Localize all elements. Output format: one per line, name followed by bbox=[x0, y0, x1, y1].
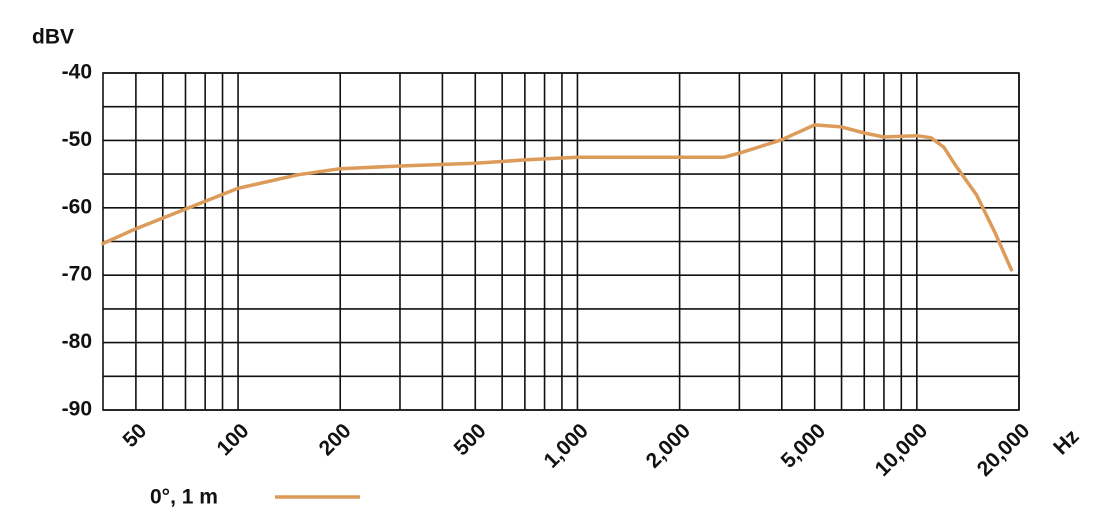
plot-frame bbox=[102, 72, 1020, 411]
y-tick-label: -50 bbox=[62, 128, 92, 151]
y-axis-label: dBV bbox=[32, 26, 74, 49]
x-tick-label: 50 bbox=[119, 419, 152, 452]
x-tick-label: 20,000 bbox=[973, 419, 1035, 481]
x-tick-label: 2,000 bbox=[642, 419, 695, 472]
y-tick-label: -90 bbox=[62, 398, 92, 421]
y-tick-label: -60 bbox=[62, 195, 92, 218]
x-tick-label: 500 bbox=[450, 419, 491, 460]
legend-label: 0°, 1 m bbox=[150, 486, 218, 509]
y-tick-label: -40 bbox=[62, 61, 92, 84]
y-tick-label: -80 bbox=[62, 330, 92, 353]
x-axis-label: Hz bbox=[1049, 425, 1083, 459]
y-tick-label: -70 bbox=[62, 263, 92, 286]
data-line bbox=[101, 123, 1014, 272]
x-tick-label: 10,000 bbox=[871, 419, 933, 481]
x-tick-label: 100 bbox=[212, 419, 253, 460]
x-tick-label: 5,000 bbox=[777, 419, 830, 472]
x-tick-label: 200 bbox=[315, 419, 356, 460]
x-tick-label: 1,000 bbox=[539, 419, 592, 472]
